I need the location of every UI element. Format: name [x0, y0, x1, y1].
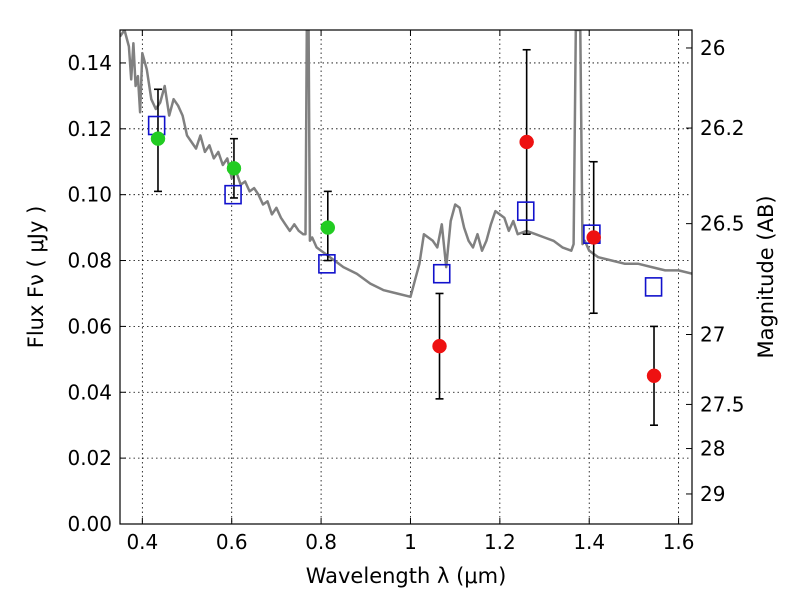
y-tick-label: 0.06 — [67, 314, 112, 338]
plot-area — [120, 30, 692, 427]
y-axis: 0.00 0.02 0.04 0.06 0.08 0.10 0.12 0.14 — [67, 51, 126, 536]
model-spectrum-line — [120, 30, 692, 299]
photometry-point — [586, 230, 601, 245]
photometry-point — [646, 368, 662, 384]
photometry-point — [432, 338, 447, 354]
y-tick-label: 0.04 — [67, 380, 112, 404]
x-tick-label: 1.4 — [573, 530, 605, 554]
right-tick-label: 26 — [700, 36, 725, 60]
right-axis-label: Magnitude (AB) — [754, 195, 778, 358]
model-square-point — [516, 201, 535, 221]
axes-frame — [119, 29, 693, 525]
y-tick-label: 0.00 — [67, 512, 112, 536]
model-square-point — [318, 254, 336, 274]
y-tick-label: 0.12 — [67, 117, 112, 141]
right-axis: 26 26.2 26.5 27 27.5 28 29 — [686, 36, 745, 506]
x-tick-label: 0.4 — [126, 530, 158, 554]
x-tick-label: 1.2 — [484, 530, 516, 554]
photometry-point — [150, 131, 166, 146]
right-tick-label: 26.2 — [700, 116, 745, 140]
x-tick-label: 1.6 — [663, 530, 695, 554]
y-tick-label: 0.02 — [67, 446, 112, 470]
photometry-point — [226, 161, 242, 176]
right-tick-label: 27 — [700, 322, 725, 346]
x-tick-label: 1 — [404, 530, 417, 554]
x-axis-label: Wavelength λ (μm) — [306, 564, 507, 588]
x-tick-label: 0.8 — [305, 530, 337, 554]
photometry-point — [320, 220, 336, 235]
y-tick-label: 0.10 — [67, 183, 112, 207]
right-tick-label: 28 — [700, 437, 725, 461]
model-square-point — [432, 263, 451, 284]
right-tick-label: 27.5 — [700, 392, 745, 416]
right-tick-label: 29 — [700, 482, 725, 506]
model-square-point — [224, 184, 242, 205]
x-axis: 0.4 0.6 0.8 1 1.2 1.4 1.6 — [126, 30, 695, 554]
y-tick-label: 0.08 — [67, 249, 112, 273]
right-tick-label: 26.5 — [700, 212, 745, 236]
grid-lines — [120, 30, 692, 524]
photometry-point — [519, 134, 534, 150]
model-square-point — [644, 277, 663, 297]
x-tick-label: 0.6 — [216, 530, 248, 554]
y-axis-label: Flux Fν ( μJy ) — [24, 206, 48, 349]
y-tick-label: 0.14 — [67, 51, 112, 75]
